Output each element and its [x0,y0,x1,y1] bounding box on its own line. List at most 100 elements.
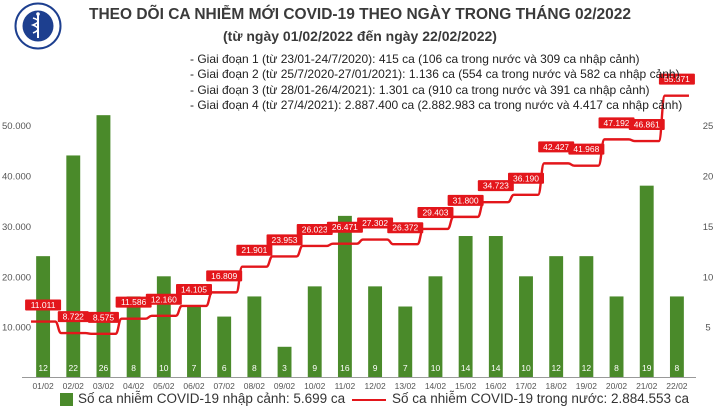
bar-value-label: 8 [252,363,257,373]
line-data-label-box [266,234,303,246]
page-title: THEO DÕI CA NHIỄM MỚI COVID-19 THEO NGÀY… [88,6,632,23]
line-data-label: 8.722 [63,312,85,322]
legend-line-label: Số ca nhiễm COVID-19 trong nước: 2.884.5… [392,391,690,406]
bar [277,346,292,377]
x-tick-label: 22/02 [666,381,688,391]
x-tick-label: 07/02 [214,381,236,391]
x-tick-label: 10/02 [304,381,326,391]
line-data-label-box [658,73,695,85]
x-tick-label: 04/02 [123,381,145,391]
line-data-label: 26.023 [302,224,328,234]
bar-value-label: 6 [222,363,227,373]
line-data-label-box [326,221,363,233]
right-axis-tick-label: 5 [705,323,710,334]
line-data-label-box [206,270,243,282]
x-tick-label: 21/02 [636,381,658,391]
legend-bar-label: Số ca nhiễm COVID-19 nhập cảnh: 5.699 ca [78,391,346,406]
right-axis-tick-label: 15 [703,222,714,233]
bar-value-label: 22 [69,363,79,373]
bar-value-label: 16 [340,363,350,373]
x-tick-label: 14/02 [425,381,447,391]
x-tick-label: 01/02 [32,381,54,391]
line-data-label: 41.968 [573,144,599,154]
ministry-logo [14,2,62,50]
line-data-label: 31.800 [453,195,479,205]
line-data-label-box [115,296,152,308]
line-data-label-box [236,244,273,256]
bar [549,256,564,377]
line-data-label-box [357,217,394,229]
bar [247,296,262,377]
legend: Số ca nhiễm COVID-19 nhập cảnh: 5.699 ca… [0,389,720,409]
line-data-label: 14.105 [181,284,207,294]
bar [519,276,533,377]
bar-value-label: 8 [131,363,136,373]
x-tick-label: 09/02 [274,381,296,391]
bar [488,236,503,377]
line-data-label: 26.372 [392,223,418,233]
bar-value-label: 10 [159,363,169,373]
bar [217,316,232,377]
legend-bar-swatch [60,393,73,406]
phase-item-2: - Giai đoạn 2 (từ 25/7/2020-27/01/2021):… [190,67,680,82]
line-data-label: 16.809 [211,271,237,281]
phase-list: - Giai đoạn 1 (từ 23/01-24/7/2020): 415 … [190,52,682,113]
bar [428,276,443,377]
bar-value-label: 7 [192,363,197,373]
x-tick-label: 17/02 [515,381,537,391]
x-tick-label: 16/02 [485,381,507,391]
line-data-label-box [628,119,665,131]
bar [609,296,624,377]
bar-value-label: 12 [582,363,592,373]
bar [156,276,171,377]
line-data-label-box [538,141,575,153]
x-tick-label: 02/02 [63,381,85,391]
phase-item-1: - Giai đoạn 1 (từ 23/01-24/7/2020): 415 … [190,52,640,66]
bar-value-label: 9 [312,363,317,373]
bar-value-label: 9 [373,363,378,373]
line-data-label: 11.011 [31,300,56,310]
line-data-label: 12.160 [151,294,177,304]
x-tick-label: 03/02 [93,381,115,391]
bar [458,236,473,377]
x-tick-label: 13/02 [395,381,417,391]
bar-value-label: 14 [461,363,471,373]
bar-value-label: 8 [675,363,680,373]
x-tick-label: 12/02 [364,381,386,391]
line-data-label: 47.192 [604,118,630,128]
bar-value-label: 19 [642,363,652,373]
bar-value-label: 8 [614,363,619,373]
bar [66,155,81,377]
line-data-label: 21.901 [241,245,267,255]
line-data-label-box [568,143,605,155]
line-data-label-box [387,222,424,234]
line-data-label-box [176,283,212,295]
line-data-label-box [296,223,333,235]
bar [36,256,51,377]
line-data-label-box [145,293,182,305]
x-tick-label: 18/02 [546,381,568,391]
bar [126,296,141,377]
bar-value-label: 14 [491,363,501,373]
right-axis-tick-label: 10 [703,272,714,283]
line-data-label-box [447,194,484,206]
x-tick-label: 06/02 [183,381,205,391]
phase-item-4: - Giai đoạn 4 (từ 27/4/2021): 2.887.400 … [190,97,683,112]
line-data-label-box [477,180,514,192]
bar [368,286,383,377]
left-axis-tick-label: 20.000 [2,272,31,283]
bar [307,286,322,377]
x-tick-label: 19/02 [576,381,598,391]
phase-item-3: - Giai đoạn 3 (từ 28/01-26/4/2021): 1.30… [190,82,650,97]
line-data-label: 29.403 [422,207,448,217]
bar-value-label: 3 [282,363,287,373]
caduceus-icon [14,2,62,50]
bar [96,115,111,377]
x-tick-label: 11/02 [335,381,356,391]
left-axis-tick-label: 40.000 [2,172,31,183]
page-subtitle: (từ ngày 01/02/2022 đến ngày 22/02/2022) [223,28,497,44]
line-data-label: 34.723 [483,181,509,191]
line-data-label-box [87,311,119,323]
series-line [31,94,689,336]
